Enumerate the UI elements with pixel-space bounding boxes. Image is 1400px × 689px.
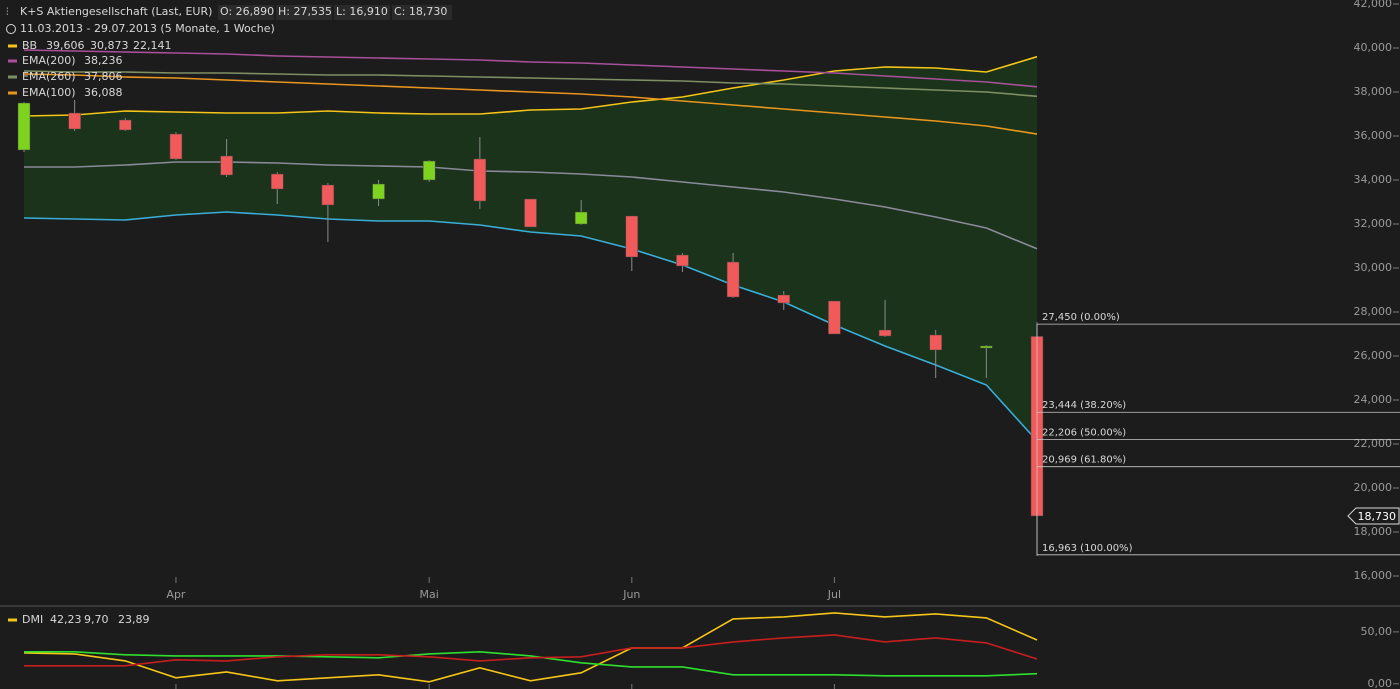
ohlc-low: L: 16,910 — [336, 5, 388, 18]
legend-value: 36,088 — [84, 86, 123, 99]
value-box — [392, 5, 452, 20]
candle-body — [17, 102, 31, 151]
y-tick-label: 28,000 — [1354, 305, 1393, 318]
y-tick-label: 42,000 — [1354, 0, 1393, 10]
legend-label: EMA(200) — [22, 54, 76, 67]
candle-body — [625, 215, 639, 258]
candle-body — [422, 160, 436, 181]
candle-body — [220, 155, 233, 176]
fib-label: 27,450 (0.00%) — [1042, 312, 1120, 323]
candle-body — [524, 198, 537, 228]
candle-body — [473, 158, 487, 202]
legend-value: 22,141 — [133, 39, 172, 52]
legend-value: 39,606 — [46, 39, 85, 52]
candle-body — [574, 211, 588, 225]
fib-label: 22,206 (50.00%) — [1042, 427, 1126, 438]
candle-body — [68, 112, 81, 130]
legend-value: 9,70 — [84, 613, 109, 626]
y-tick-label: 24,000 — [1354, 393, 1393, 406]
y-tick-label: 18,000 — [1354, 525, 1393, 538]
indicator-line — [24, 634, 1038, 667]
title: K+S Aktiengesellschaft (Last, EUR) — [20, 5, 212, 18]
last-price-tag — [1347, 507, 1400, 525]
candle-body — [271, 173, 284, 190]
indicator-line — [24, 161, 1038, 250]
legend-label: EMA(100) — [22, 86, 76, 99]
y-tick-label: 26,000 — [1354, 349, 1393, 362]
x-tick-label: Jun — [622, 588, 640, 601]
candle-body — [878, 329, 892, 337]
header: ⫶ K+S Aktiengesellschaft (Last, EUR) O: … — [6, 5, 452, 35]
y-tick-label: 38,000 — [1354, 85, 1393, 98]
candle-body — [980, 345, 993, 349]
value-box — [276, 5, 332, 20]
legend-label: BB — [22, 39, 37, 52]
indicator-line — [23, 73, 1038, 135]
indicator-line — [23, 55, 1038, 117]
candle-body — [119, 119, 132, 131]
indicator-line — [23, 49, 1038, 88]
fib-label: 23,444 (38.20%) — [1042, 400, 1126, 411]
value-box — [218, 5, 274, 20]
last-price-label: 18,730 — [1358, 510, 1397, 523]
legend-value: 38,236 — [84, 54, 123, 67]
y-tick-label: 30,000 — [1354, 261, 1393, 274]
legend-value: 37,806 — [84, 70, 123, 83]
y-tick-label: 16,000 — [1354, 569, 1393, 582]
legend-value: 23,89 — [118, 613, 150, 626]
indicator-line — [23, 70, 1038, 98]
candle-body — [676, 254, 689, 267]
x-tick-label: Apr — [166, 588, 186, 601]
ohlc-open: O: 26,890 — [220, 5, 274, 18]
clock-icon — [6, 24, 16, 34]
y-tick-label: 34,000 — [1354, 173, 1393, 186]
y-tick-label: 22,000 — [1354, 437, 1393, 450]
legend-label: DMI — [22, 613, 43, 626]
y-tick-label: 36,000 — [1354, 129, 1393, 142]
fib-label: 16,963 (100.00%) — [1042, 543, 1133, 554]
chart-icon: ⫶ — [6, 7, 9, 18]
candle-body — [321, 184, 335, 206]
band-fill — [24, 56, 1037, 441]
legend-value: 30,873 — [90, 39, 129, 52]
fib-label: 20,969 (61.80%) — [1042, 455, 1126, 466]
y-tick-label: 40,000 — [1354, 41, 1393, 54]
y-tick-label: 20,000 — [1354, 481, 1393, 494]
indicator-line — [23, 211, 1038, 442]
legend-value: 42,23 — [50, 613, 82, 626]
y-tick-label: 0,00 — [1368, 677, 1393, 689]
y-tick-label: 32,000 — [1354, 217, 1393, 230]
legend-label: EMA(260) — [22, 70, 76, 83]
value-box — [334, 5, 390, 20]
period: 11.03.2013 - 29.07.2013 (5 Monate, 1 Woc… — [20, 22, 275, 35]
candle-body — [372, 183, 385, 200]
candle-body — [726, 261, 740, 298]
y-tick-label: 50,00 — [1361, 625, 1393, 638]
candle-body — [929, 334, 942, 351]
x-tick-label: Mai — [420, 588, 439, 601]
indicator-line — [24, 650, 1038, 677]
ohlc-close: C: 18,730 — [394, 5, 447, 18]
ohlc-high: H: 27,535 — [278, 5, 332, 18]
candle-body — [777, 294, 790, 304]
candle-body — [169, 133, 183, 160]
candle-body — [828, 300, 841, 335]
x-tick-label: Jul — [827, 588, 841, 601]
indicator-line — [23, 612, 1038, 683]
